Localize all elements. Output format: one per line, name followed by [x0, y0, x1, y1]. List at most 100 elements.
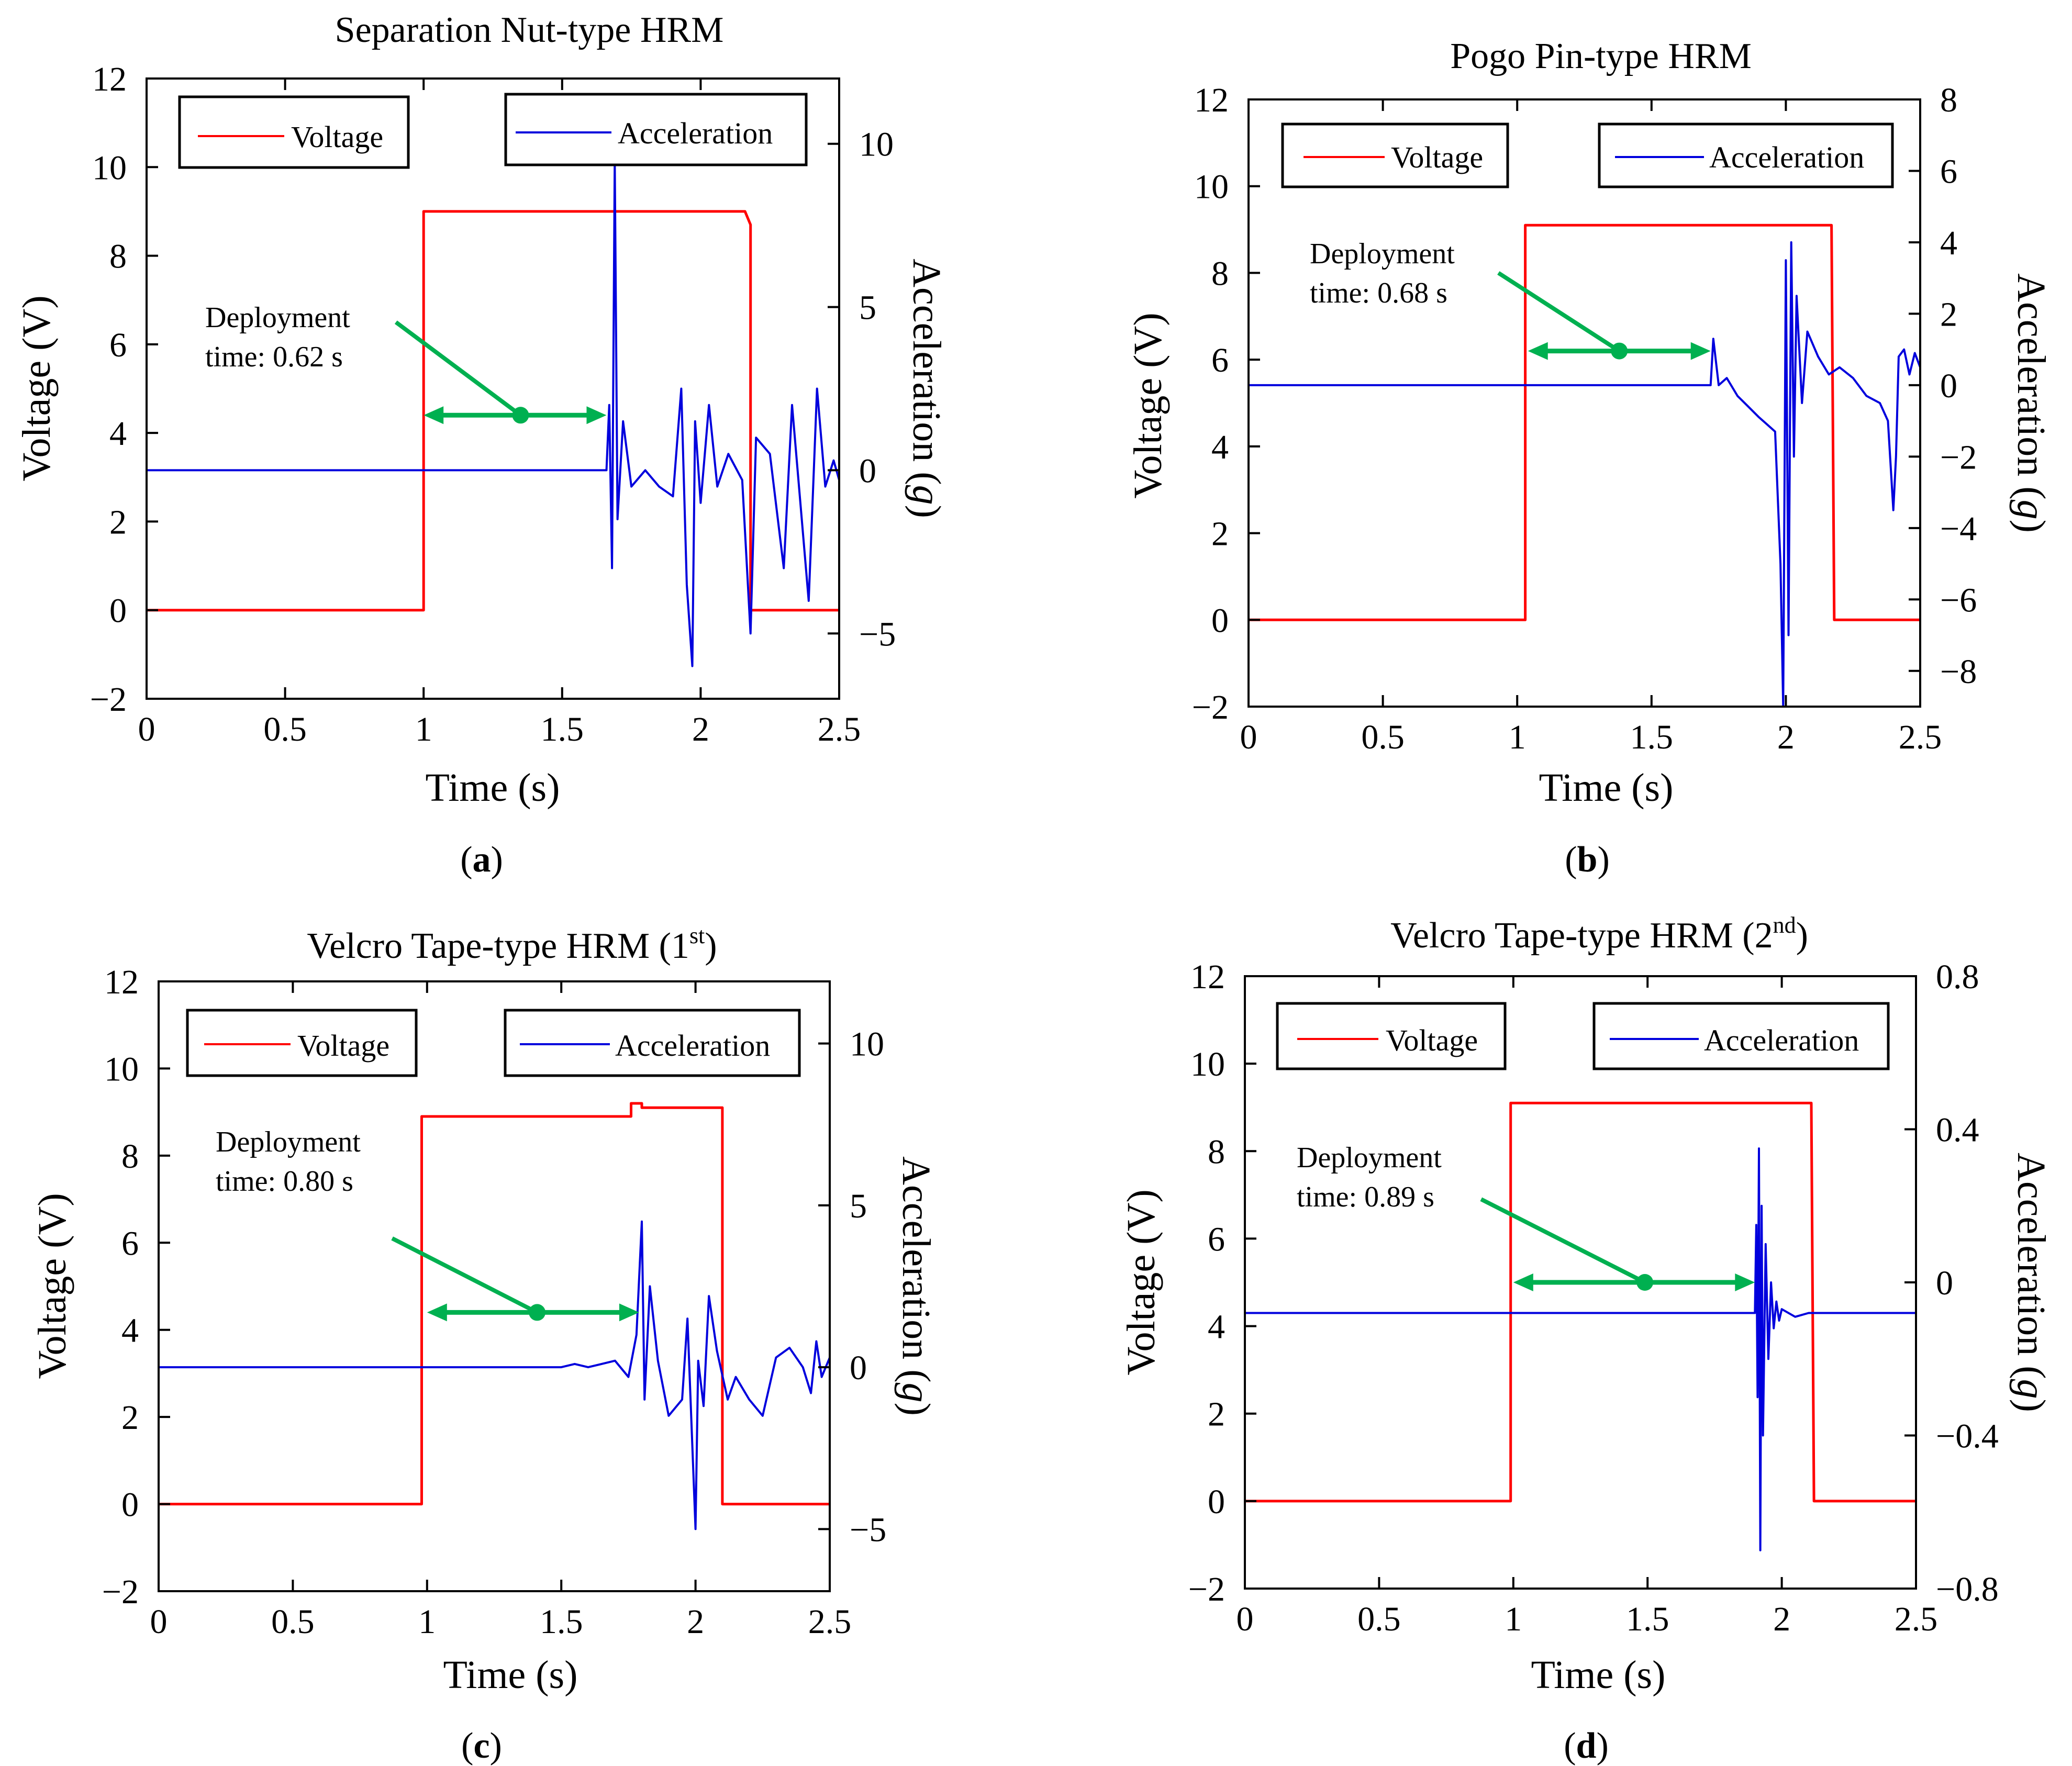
panel-c-title: Velcro Tape-type HRM (1st) — [307, 923, 717, 966]
x-tick-label: 1 — [418, 1603, 436, 1641]
annotation-line2: time: 0.89 s — [1297, 1181, 1434, 1213]
deployment-pointer — [1497, 271, 1621, 353]
y-axis-label-left: Voltage (V) — [30, 1193, 74, 1379]
y-tick-label-right: 8 — [1940, 81, 1957, 119]
y-tick-label-left: 0 — [121, 1486, 139, 1524]
x-axis-label: Time (s) — [443, 1653, 578, 1697]
y-tick-label-right: 0.8 — [1936, 958, 1979, 996]
deployment-arrowhead-right — [586, 406, 607, 424]
y-tick-label-left: 4 — [109, 415, 127, 453]
deployment-arrowhead-left — [424, 406, 444, 424]
y-tick-label-left: 2 — [1211, 515, 1229, 553]
panel-label: (d) — [1564, 1726, 1609, 1766]
y-tick-label-right: −5 — [850, 1511, 886, 1549]
x-tick-label: 0 — [1236, 1600, 1254, 1638]
panel-c-legend-acceleration: Acceleration — [504, 1009, 801, 1077]
annotation-line1: Deployment — [205, 301, 350, 334]
y-tick-label-left: −2 — [1192, 688, 1229, 726]
y-tick-label-right: 5 — [859, 289, 876, 327]
y-tick-label-right: 5 — [850, 1187, 867, 1225]
x-tick-label: 2.5 — [1899, 718, 1942, 756]
deployment-dot — [1636, 1274, 1654, 1291]
panel-b-plot: 0 0.5 1 1.5 2 2.5 −2 0 2 4 6 8 10 12 −8 −6 −4 −2 0 2 4 6 8 — [1192, 81, 1977, 756]
x-tick-label: 0 — [1240, 718, 1257, 756]
series-voltage-line — [147, 210, 839, 612]
legend-voltage-label: Voltage — [297, 1029, 389, 1063]
y-tick-label-left: 0 — [109, 592, 127, 630]
deployment-arrowhead-right — [1690, 342, 1711, 360]
y-tick-label-right: 0 — [1936, 1264, 1953, 1302]
panel-c-plot: 0 0.5 1 1.5 2 2.5 −2 0 2 4 6 8 10 12 −5 0 5 10 — [102, 963, 886, 1641]
y-tick-label-left: 12 — [104, 963, 139, 1001]
y-tick-label-right: 4 — [1940, 224, 1957, 262]
legend-box — [504, 1009, 801, 1077]
annotation-line1: Deployment — [1297, 1142, 1442, 1174]
deployment-arrowhead-left — [1528, 342, 1548, 360]
y-tick-label-right: −0.8 — [1936, 1570, 1999, 1608]
x-tick-label: 1.5 — [1626, 1600, 1669, 1638]
legend-box — [1276, 1002, 1507, 1070]
legend-box — [1592, 1002, 1890, 1070]
panel-d-plot: 0 0.5 1 1.5 2 2.5 −2 0 2 4 6 8 10 12 −0.8 −0.4 0 0.4 0.8 — [1188, 958, 1999, 1638]
x-tick-label: 2.5 — [808, 1603, 852, 1641]
x-tick-label: 0 — [138, 710, 155, 748]
series-acceleration-line — [1249, 241, 1921, 708]
x-tick-label: 1.5 — [541, 710, 584, 748]
x-tick-label: 1.5 — [1630, 718, 1674, 756]
y-axis-label-left: Voltage (V) — [15, 295, 59, 481]
y-tick-label-left: 10 — [92, 149, 127, 187]
y-tick-label-left: 4 — [1208, 1308, 1225, 1346]
y-tick-label-right: 6 — [1940, 152, 1957, 191]
legend-box — [178, 95, 410, 169]
panel-b-legend-voltage: Voltage — [1281, 122, 1509, 188]
plot-frame — [146, 77, 840, 700]
panel-label: (a) — [460, 840, 503, 880]
deployment-arrowhead-left — [427, 1303, 447, 1322]
panel-d-legend-acceleration: Acceleration — [1592, 1002, 1890, 1070]
panel-label: (b) — [1565, 840, 1610, 880]
y-tick-label-left: 6 — [1208, 1220, 1225, 1258]
legend-acceleration-label: Acceleration — [1709, 140, 1864, 174]
y-tick-label-right: −2 — [1940, 438, 1977, 476]
y-axis-label-left: Voltage (V) — [1119, 1189, 1163, 1375]
deployment-arrowhead-left — [1513, 1273, 1533, 1291]
y-tick-label-right: −0.4 — [1936, 1417, 1999, 1456]
x-tick-label: 2 — [1773, 1600, 1790, 1638]
y-axis-label-right: Acceleration (g) — [2009, 1153, 2053, 1412]
panel-c: Velcro Tape-type HRM (1st) 0 0.5 1 1.5 2 2.5 −… — [30, 923, 938, 1766]
y-axis-label-right: Acceleration (g) — [905, 259, 949, 518]
legend-box — [1281, 122, 1509, 188]
x-tick-label: 0.5 — [263, 710, 307, 748]
deployment-pointer — [1480, 1197, 1646, 1284]
panel-b-legend-acceleration: Acceleration — [1598, 122, 1894, 188]
x-tick-label: 2.5 — [1895, 1600, 1938, 1638]
x-tick-label: 1.5 — [540, 1603, 583, 1641]
y-tick-label-left: 2 — [1208, 1395, 1225, 1434]
series-voltage-line — [1249, 223, 1920, 621]
y-tick-label-left: 12 — [1194, 81, 1229, 119]
x-tick-label: 2.5 — [818, 710, 861, 748]
panel-d: Velcro Tape-type HRM (2nd) 0 0.5 1 1.5 2 2.5−… — [1119, 912, 2053, 1766]
x-tick-label: 2 — [692, 710, 709, 748]
deployment-pointer — [391, 1236, 538, 1314]
panel-a-plot: 0 0.5 1 1.5 2 2.5 −2 0 2 4 6 8 10 12 −5 0 5 10 — [90, 60, 896, 748]
panel-a-title: Separation Nut-type HRM — [335, 10, 724, 50]
y-tick-label-left: 12 — [1190, 958, 1225, 996]
annotation-line2: time: 0.80 s — [216, 1165, 353, 1198]
x-tick-label: 1 — [1505, 1600, 1522, 1638]
x-tick-label: 0 — [150, 1603, 168, 1641]
y-axis-label-right: Acceleration (g) — [2009, 273, 2053, 533]
x-axis-label: Time (s) — [1539, 766, 1674, 810]
deployment-arrowhead-right — [1735, 1273, 1755, 1291]
annotation-line1: Deployment — [1310, 238, 1455, 270]
x-tick-label: 2 — [1777, 718, 1795, 756]
y-tick-label-right: 0 — [859, 452, 876, 490]
legend-voltage-label: Voltage — [291, 120, 383, 154]
series-acceleration-line — [159, 1220, 831, 1530]
x-tick-label: 0.5 — [271, 1603, 315, 1641]
plot-frame — [158, 980, 831, 1592]
y-axis-label-right: Acceleration (g) — [894, 1156, 938, 1416]
y-tick-label-left: 2 — [121, 1399, 139, 1437]
panel-label: (c) — [461, 1726, 502, 1766]
